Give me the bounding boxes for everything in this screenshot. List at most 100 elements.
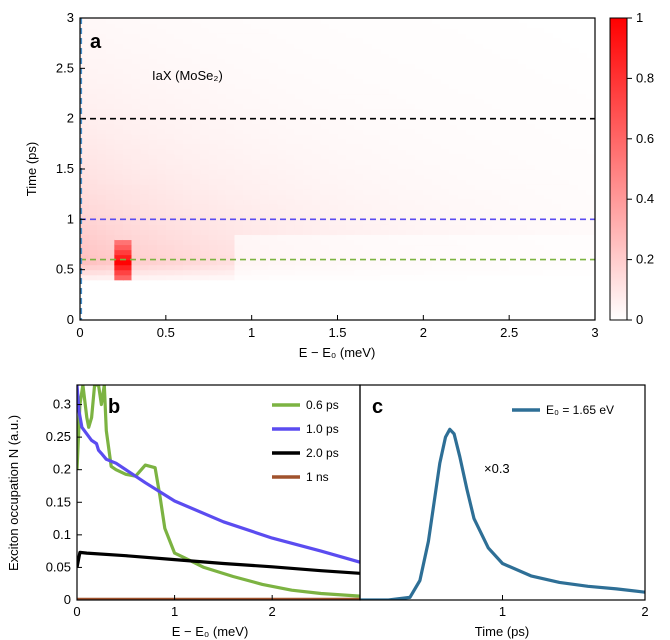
heatmap-cell [337, 189, 347, 195]
heatmap-cell [474, 219, 485, 225]
heatmap-cell [328, 143, 339, 150]
heatmap-cell [97, 133, 107, 140]
heatmap-cell [251, 53, 261, 59]
heatmap-cell [286, 179, 296, 185]
heatmap-cell [80, 33, 90, 39]
heatmap-cell [268, 38, 279, 44]
heatmap-cell [431, 239, 442, 246]
heatmap-cell [509, 184, 519, 190]
heatmap-cell [174, 48, 184, 54]
heatmap-cell [251, 194, 261, 200]
heatmap-cell [217, 153, 227, 160]
heatmap-cell [225, 143, 236, 150]
heatmap-cell [260, 93, 270, 100]
heatmap-cell [397, 189, 407, 195]
heatmap-cell [294, 78, 304, 85]
heatmap-cell [191, 274, 201, 281]
heatmap-cell [431, 123, 442, 130]
heatmap-cell [286, 143, 296, 150]
heatmap-cell [517, 163, 527, 170]
heatmap-cell [457, 204, 467, 210]
heatmap-cell [208, 88, 218, 95]
heatmap-cell [277, 214, 287, 220]
heatmap-cell [105, 78, 115, 85]
heatmap-cell [534, 83, 545, 90]
heatmap-cell [449, 123, 459, 130]
heatmap-cell [303, 18, 313, 24]
heatmap-cell [534, 93, 545, 100]
heatmap-cell [191, 169, 201, 175]
heatmap-cell [431, 234, 442, 241]
heatmap-cell [500, 128, 510, 135]
heatmap-cell [500, 229, 510, 236]
heatmap-cell [88, 169, 98, 175]
heatmap-cell [414, 259, 424, 266]
heatmap-cell [243, 98, 253, 105]
heatmap-cell [414, 93, 424, 100]
heatmap-cell [431, 108, 442, 115]
heatmap-cell [363, 78, 373, 85]
heatmap-cell [225, 83, 236, 90]
heatmap-cell [423, 224, 433, 230]
heatmap-cell [431, 143, 442, 150]
heatmap-cell [234, 128, 244, 135]
heatmap-cell [337, 38, 347, 44]
heatmap-cell [346, 88, 356, 95]
heatmap-cell [328, 78, 339, 85]
heatmap-cell [337, 229, 347, 236]
heatmap-cell [165, 118, 176, 125]
heatmap-cell [277, 179, 287, 185]
heatmap-cell [225, 73, 236, 79]
heatmap-cell [148, 83, 158, 90]
heatmap-cell [157, 83, 167, 90]
heatmap-cell [543, 264, 553, 271]
heatmap-cell [346, 234, 356, 241]
heatmap-cell [311, 234, 321, 241]
heatmap-cell [88, 239, 98, 246]
heatmap-cell [328, 189, 339, 195]
heatmap-cell [423, 148, 433, 155]
heatmap-cell [311, 113, 321, 120]
heatmap-cell [397, 219, 407, 225]
heatmap-cell [191, 249, 201, 256]
heatmap-cell [294, 184, 304, 190]
heatmap-cell [131, 88, 141, 95]
heatmap-cell [457, 174, 467, 180]
heatmap-cell [474, 194, 485, 200]
heatmap-cell [466, 249, 476, 256]
heatmap-cell [586, 143, 595, 150]
heatmap-cell [140, 103, 150, 110]
heatmap-cell [526, 78, 536, 85]
heatmap-cell [97, 214, 107, 220]
heatmap-cell [243, 199, 253, 205]
heatmap-cell [371, 128, 382, 135]
heatmap-cell [243, 274, 253, 281]
heatmap-cell [337, 118, 347, 125]
heatmap-cell [474, 93, 485, 100]
heatmap-cell [517, 179, 527, 185]
heatmap-cell [406, 138, 416, 145]
heatmap-cell [346, 254, 356, 261]
heatmap-cell [371, 199, 382, 205]
heatmap-cell [346, 229, 356, 236]
heatmap-cell [140, 234, 150, 241]
heatmap-cell [457, 128, 467, 135]
heatmap-cell [97, 163, 107, 170]
heatmap-cell [157, 138, 167, 145]
heatmap-cell [474, 138, 485, 145]
heatmap-cell [466, 128, 476, 135]
heatmap-cell [440, 83, 450, 90]
heatmap-cell [122, 219, 133, 225]
heatmap-cell [311, 108, 321, 115]
heatmap-cell [517, 68, 527, 74]
heatmap-cell [311, 224, 321, 230]
heatmap-cell [208, 108, 218, 115]
heatmap-cell [397, 153, 407, 160]
heatmap-cell [286, 38, 296, 44]
heatmap-cell [260, 184, 270, 190]
heatmap-cell [534, 63, 545, 69]
heatmap-cell [363, 179, 373, 185]
heatmap-cell [577, 214, 588, 220]
heatmap-cell [328, 174, 339, 180]
heatmap-cell [483, 128, 493, 135]
